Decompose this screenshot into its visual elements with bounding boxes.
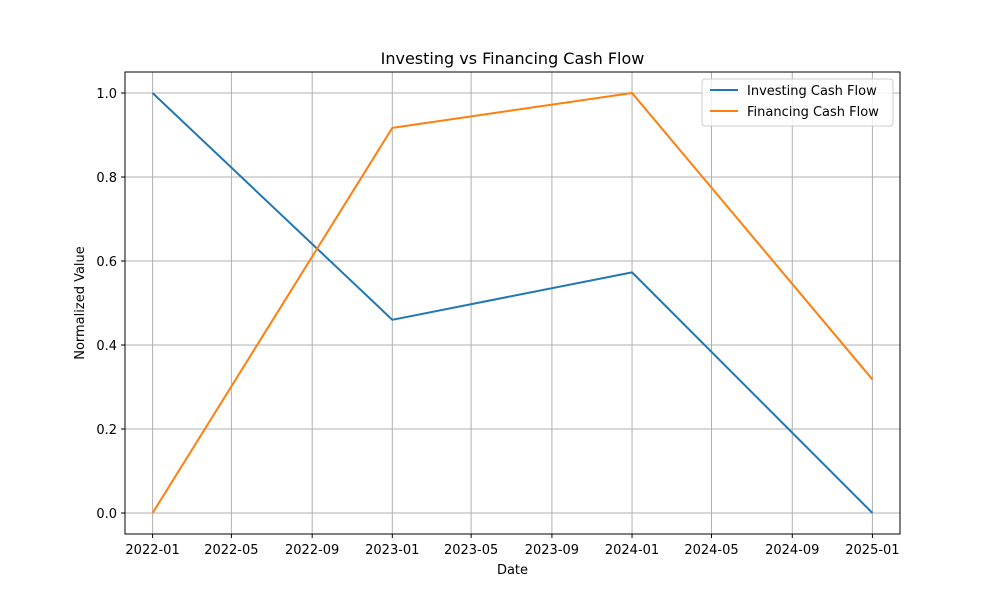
- y-tick-label: 0.6: [96, 255, 117, 270]
- x-tick-label: 2023-09: [525, 543, 579, 558]
- legend-label-financing: Financing Cash Flow: [747, 105, 879, 120]
- legend-label-investing: Investing Cash Flow: [747, 84, 877, 99]
- financing-cash-flow-line: [151, 92, 874, 514]
- x-axis-ticks: 2022-01 2022-05 2022-09 2023-01 2023-05 2023-…: [125, 534, 900, 558]
- x-tick-label: 2023-01: [365, 543, 419, 558]
- x-tick-label: 2025-01: [845, 543, 899, 558]
- plot-frame: [124, 71, 901, 535]
- x-tick-label: 2024-09: [765, 543, 819, 558]
- legend: Investing Cash Flow Financing Cash Flow: [701, 78, 894, 127]
- y-axis-label: Normalized Value: [73, 246, 88, 360]
- series-lines: [151, 92, 874, 514]
- grid: [125, 72, 900, 534]
- y-tick-label: 1.0: [96, 87, 117, 102]
- investing-cash-flow-line: [151, 92, 874, 514]
- x-tick-label: 2022-01: [125, 543, 179, 558]
- y-tick-label: 0.4: [96, 339, 117, 354]
- y-tick-label: 0.8: [96, 171, 117, 186]
- x-tick-label: 2022-05: [204, 543, 258, 558]
- x-axis-label: Date: [497, 563, 528, 578]
- y-axis-ticks: 0.0 0.2 0.4 0.6 0.8 1.0: [96, 87, 125, 522]
- y-tick-label: 0.2: [96, 423, 117, 438]
- x-tick-label: 2024-01: [605, 543, 659, 558]
- chart-title: Investing vs Financing Cash Flow: [381, 49, 645, 68]
- legend-box: [701, 78, 894, 127]
- x-tick-label: 2024-05: [684, 543, 738, 558]
- x-tick-label: 2022-09: [285, 543, 339, 558]
- y-tick-label: 0.0: [96, 507, 117, 522]
- x-tick-label: 2023-05: [444, 543, 498, 558]
